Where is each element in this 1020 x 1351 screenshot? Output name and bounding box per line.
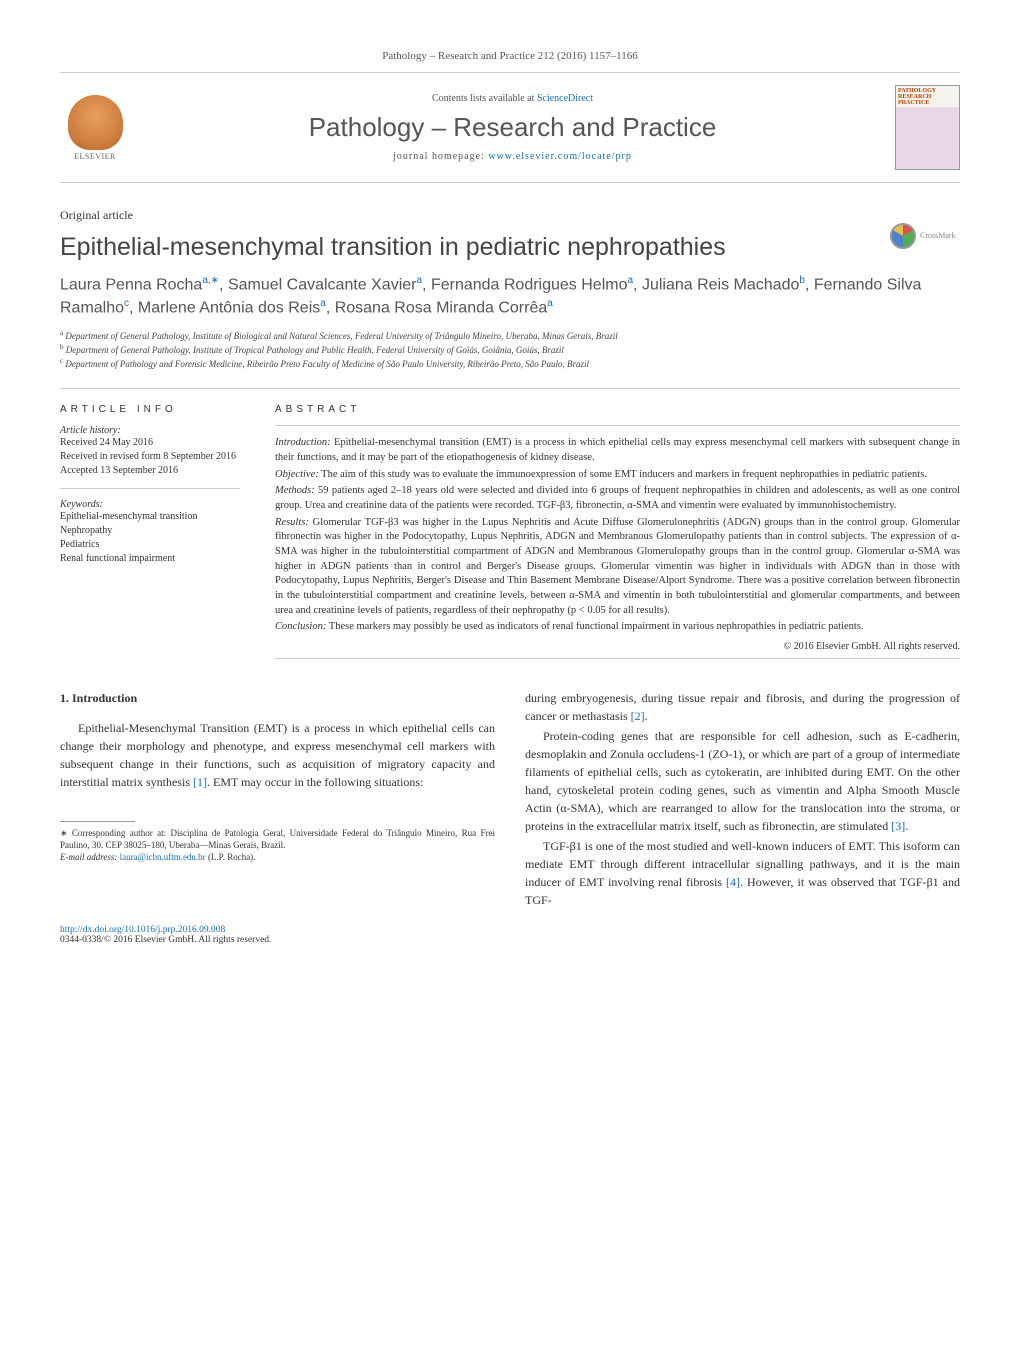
author[interactable]: Samuel Cavalcante Xavier [228, 276, 417, 293]
results-label: Results: [275, 517, 309, 528]
corresponding-author: ∗ Corresponding author at: Disciplina de… [60, 828, 495, 851]
homepage-link[interactable]: www.elsevier.com/locate/prp [488, 151, 632, 162]
objective-text: The aim of this study was to evaluate th… [321, 469, 927, 480]
methods-label: Methods: [275, 485, 315, 496]
conclusion-label: Conclusion: [275, 621, 326, 632]
header-citation: Pathology – Research and Practice 212 (2… [60, 50, 960, 62]
keyword: Pediatrics [60, 538, 240, 552]
header-bar: ELSEVIER Contents lists available at Sci… [60, 72, 960, 183]
affil-sup[interactable]: a [547, 298, 553, 309]
abstract-body: Introduction: Epithelial-mesenchymal tra… [275, 436, 960, 635]
crossmark-icon [890, 223, 916, 249]
accepted-date: Accepted 13 September 2016 [60, 464, 240, 478]
body-para: Epithelial-Mesenchymal Transition (EMT) … [60, 719, 495, 791]
body-column-right: during embryogenesis, during tissue repa… [525, 689, 960, 911]
abstract-header: ABSTRACT [275, 404, 960, 415]
body-column-left: 1. Introduction Epithelial-Mesenchymal T… [60, 689, 495, 911]
intro-label: Introduction: [275, 437, 331, 448]
crossmark-badge[interactable]: CrossMark [890, 218, 960, 253]
elsevier-tree-icon [68, 95, 123, 150]
article-history: Article history: Received 24 May 2016 Re… [60, 425, 240, 489]
intro-text: Epithelial-mesenchymal transition (EMT) … [275, 437, 960, 463]
email-line: E-mail address: laura@icbn.uftm.edu.br (… [60, 852, 495, 864]
ref-link-2[interactable]: [2] [631, 709, 645, 723]
affil-sup[interactable]: a [627, 275, 633, 286]
article-info-column: ARTICLE INFO Article history: Received 2… [60, 389, 260, 659]
revised-date: Received in revised form 8 September 201… [60, 450, 240, 464]
keywords-label: Keywords: [60, 499, 240, 510]
ref-link-1[interactable]: [1] [193, 775, 207, 789]
keyword: Epithelial-mesenchymal transition [60, 510, 240, 524]
footnote-divider [60, 821, 135, 822]
keyword: Nephropathy [60, 524, 240, 538]
received-date: Received 24 May 2016 [60, 436, 240, 450]
doi-link[interactable]: http://dx.doi.org/10.1016/j.prp.2016.09.… [60, 925, 960, 935]
article-type: Original article [60, 208, 960, 223]
sciencedirect-link[interactable]: ScienceDirect [537, 93, 593, 104]
affil-sup[interactable]: a [320, 298, 326, 309]
affil-sup[interactable]: a [416, 275, 422, 286]
article-title: Epithelial-mesenchymal transition in ped… [60, 233, 960, 262]
author[interactable]: Laura Penna Rocha [60, 276, 202, 293]
issn-copyright: 0344-0338/© 2016 Elsevier GmbH. All righ… [60, 935, 960, 945]
contents-prefix: Contents lists available at [432, 93, 537, 104]
abstract-column: ABSTRACT Introduction: Epithelial-mesenc… [260, 389, 960, 659]
affiliation-c: c Department of Pathology and Forensic M… [60, 357, 960, 371]
divider [275, 425, 960, 426]
affiliations: a Department of General Pathology, Insti… [60, 329, 960, 370]
keywords-block: Keywords: Epithelial-mesenchymal transit… [60, 499, 240, 566]
affiliation-a: a Department of General Pathology, Insti… [60, 329, 960, 343]
affil-sup[interactable]: c [124, 298, 129, 309]
body-para: during embryogenesis, during tissue repa… [525, 689, 960, 725]
results-text: Glomerular TGF-β3 was higher in the Lupu… [275, 517, 960, 616]
affil-sup[interactable]: a,∗ [202, 275, 219, 286]
author[interactable]: Juliana Reis Machado [642, 276, 799, 293]
contents-line: Contents lists available at ScienceDirec… [130, 93, 895, 104]
affil-sup[interactable]: b [799, 275, 805, 286]
conclusion-text: These markers may possibly be used as in… [329, 621, 864, 632]
cover-label: PATHOLOGY RESEARCH PRACTICE [898, 88, 957, 106]
crossmark-label: CrossMark [920, 231, 956, 240]
author[interactable]: Fernanda Rodrigues Helmo [431, 276, 628, 293]
homepage-line: journal homepage: www.elsevier.com/locat… [130, 151, 895, 162]
objective-label: Objective: [275, 469, 319, 480]
elsevier-logo[interactable]: ELSEVIER [60, 88, 130, 168]
abstract-copyright: © 2016 Elsevier GmbH. All rights reserve… [275, 641, 960, 652]
keyword: Renal functional impairment [60, 552, 240, 566]
body-para: Protein-coding genes that are responsibl… [525, 727, 960, 835]
body-para: TGF-β1 is one of the most studied and we… [525, 837, 960, 909]
elsevier-label: ELSEVIER [74, 152, 116, 161]
email-label: E-mail address: [60, 852, 120, 862]
info-header: ARTICLE INFO [60, 404, 240, 415]
email-link[interactable]: laura@icbn.uftm.edu.br [120, 852, 206, 862]
journal-name: Pathology – Research and Practice [130, 112, 895, 143]
journal-cover-thumbnail[interactable]: PATHOLOGY RESEARCH PRACTICE [895, 85, 960, 170]
affiliation-b: b Department of General Pathology, Insti… [60, 343, 960, 357]
body-columns: 1. Introduction Epithelial-Mesenchymal T… [60, 689, 960, 911]
authors-list: Laura Penna Rochaa,∗, Samuel Cavalcante … [60, 274, 960, 319]
header-center: Contents lists available at ScienceDirec… [130, 93, 895, 162]
ref-link-4[interactable]: [4] [726, 875, 740, 889]
divider [275, 658, 960, 659]
homepage-label: journal homepage: [393, 151, 488, 162]
history-label: Article history: [60, 425, 240, 436]
section-1-heading: 1. Introduction [60, 689, 495, 707]
ref-link-3[interactable]: [3] [891, 819, 905, 833]
author[interactable]: Marlene Antônia dos Reis [138, 299, 320, 316]
methods-text: 59 patients aged 2–18 years old were sel… [275, 485, 960, 511]
email-attrib: (L.P. Rocha). [206, 852, 256, 862]
author[interactable]: Rosana Rosa Miranda Corrêa [335, 299, 548, 316]
